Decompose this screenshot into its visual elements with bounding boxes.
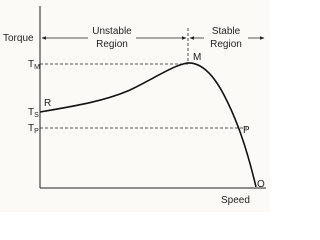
- level-symbol: T: [28, 59, 34, 70]
- region-label: Stable: [212, 26, 241, 37]
- level-label: TP: [28, 123, 39, 135]
- label-backdrop: [88, 24, 136, 50]
- diagram: Torque Speed Unstable Region Stable Regi…: [3, 6, 266, 206]
- region-label: Region: [96, 39, 128, 50]
- level-label: TS: [28, 107, 39, 119]
- point-label: O: [257, 179, 265, 190]
- level-subscript: M: [34, 64, 40, 71]
- page: {"axes": {"y_label": "Torque", "x_label"…: [3, 6, 266, 206]
- region-label: Region: [210, 39, 242, 50]
- y-axis-label: Torque: [3, 33, 34, 44]
- point-label: P: [243, 125, 250, 136]
- point-label: M: [193, 52, 201, 63]
- level-label: TM: [28, 59, 40, 71]
- torque-curve: [39, 62, 257, 188]
- x-axis-label: Speed: [221, 195, 250, 206]
- point-label: R: [44, 98, 51, 109]
- level-symbol: T: [28, 107, 34, 118]
- region-label: Unstable: [92, 26, 132, 37]
- level-symbol: T: [28, 123, 34, 134]
- level-subscript: P: [34, 128, 39, 135]
- level-subscript: S: [34, 112, 39, 119]
- label-backdrop: [204, 24, 248, 50]
